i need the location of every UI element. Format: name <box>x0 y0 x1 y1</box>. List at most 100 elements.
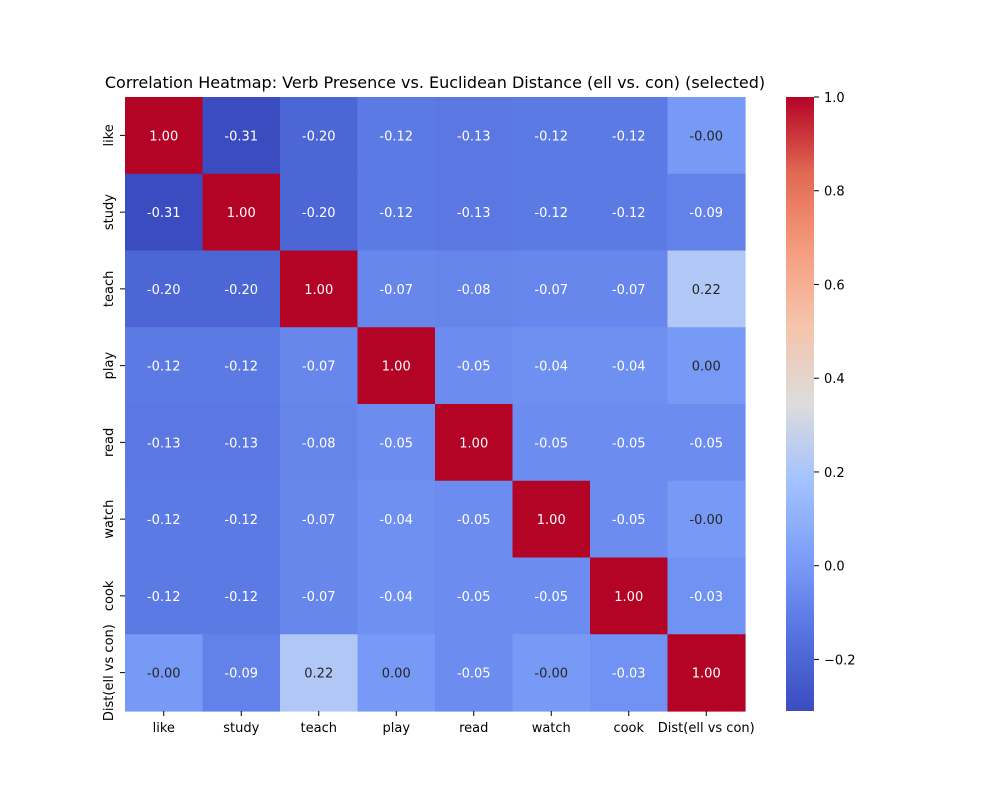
cell-value-label: -0.00 <box>147 667 181 682</box>
heatmap-cell <box>512 634 591 712</box>
heatmap-cell <box>590 97 669 175</box>
colorbar-tick-label: 0.0 <box>824 560 845 575</box>
heatmap-cell <box>590 173 669 252</box>
cell-value-label: -0.05 <box>612 513 646 528</box>
cell-value-label: -0.20 <box>302 206 336 221</box>
cell-value-label: -0.04 <box>534 360 568 375</box>
heatmap-cell <box>125 250 204 328</box>
cell-value-label: -0.12 <box>612 206 646 221</box>
x-tick-label: play <box>382 721 410 736</box>
colorbar: −0.2 0.0 0.2 0.4 0.6 0.8 1.0 <box>786 91 856 711</box>
cell-value-label: -0.00 <box>689 513 723 528</box>
heatmap-cell <box>512 250 591 328</box>
heatmap-cell <box>512 173 591 252</box>
heatmap-cell <box>667 250 746 328</box>
heatmap-cell <box>280 97 359 175</box>
heatmap-cell <box>435 173 514 252</box>
heatmap-cell <box>202 327 281 405</box>
heatmap-cell <box>590 557 669 635</box>
cell-value-label: -0.12 <box>379 206 413 221</box>
heatmap-cell <box>590 634 669 712</box>
x-axis: like study teach play read watch cook Dist(ell … <box>153 711 755 736</box>
cell-value-label: -0.12 <box>379 129 413 144</box>
heatmap-cell <box>667 97 746 175</box>
heatmap-cell <box>280 250 359 328</box>
heatmap-cell <box>125 173 204 252</box>
cell-value-label: 0.00 <box>692 360 721 375</box>
heatmap-cell <box>280 173 359 252</box>
cell-value-label: -0.04 <box>379 513 413 528</box>
heatmap-cell <box>512 97 591 175</box>
heatmap-cell <box>125 327 204 405</box>
y-axis: like study teach play read watch cook Dist(ell … <box>102 124 125 721</box>
cell-value-label: -0.20 <box>147 283 181 298</box>
cell-value-label: 0.22 <box>692 283 721 298</box>
y-tick-label: read <box>102 428 117 457</box>
heatmap-cell <box>667 634 746 712</box>
y-tick-label: study <box>102 194 117 230</box>
cell-value-label: -0.00 <box>689 129 723 144</box>
cell-value-label: 1.00 <box>304 283 333 298</box>
cell-value-label: 1.00 <box>459 436 488 451</box>
cell-value-label: -0.04 <box>612 360 646 375</box>
y-tick-label: Dist(ell vs con) <box>102 624 117 721</box>
cell-value-label: -0.20 <box>302 129 336 144</box>
heatmap-cell <box>512 327 591 405</box>
heatmap-cell <box>357 480 436 559</box>
cell-value-label: 1.00 <box>692 667 721 682</box>
heatmap-cell <box>357 327 436 405</box>
heatmap-cell <box>202 250 281 328</box>
heatmap-cell <box>125 634 204 712</box>
cell-value-label: 0.22 <box>304 667 333 682</box>
cell-value-label: -0.05 <box>689 436 723 451</box>
x-tick-label: teach <box>301 721 337 736</box>
cell-value-label: 1.00 <box>537 513 566 528</box>
cell-value-label: -0.20 <box>224 283 258 298</box>
heatmap-cell <box>667 557 746 635</box>
cell-value-label: -0.08 <box>302 436 336 451</box>
x-tick-label: cook <box>613 721 644 736</box>
heatmap-cell-labels: 1.00 -0.31 -0.20 -0.12 -0.13 -0.12 -0.12 -0.00 -… <box>147 129 723 681</box>
cell-value-label: -0.12 <box>224 360 258 375</box>
cell-value-label: -0.09 <box>689 206 723 221</box>
x-tick-label: watch <box>532 721 571 736</box>
heatmap-cell <box>125 97 204 175</box>
cell-value-label: 1.00 <box>614 590 643 605</box>
colorbar-tick-label: 0.2 <box>824 466 845 481</box>
heatmap-cell <box>280 327 359 405</box>
cell-value-label: -0.07 <box>612 283 646 298</box>
heatmap-cell <box>512 404 591 482</box>
heatmap-cell <box>280 557 359 635</box>
heatmap-cell <box>357 404 436 482</box>
heatmap-cell <box>435 250 514 328</box>
heatmap-cell <box>125 404 204 482</box>
cell-value-label: -0.12 <box>224 590 258 605</box>
y-tick-label: teach <box>102 271 117 307</box>
heatmap-cell <box>667 173 746 252</box>
heatmap-cell <box>280 480 359 559</box>
cell-value-label: 0.00 <box>382 667 411 682</box>
heatmap-cell <box>435 634 514 712</box>
cell-value-label: -0.08 <box>457 283 491 298</box>
heatmap-cell <box>667 327 746 405</box>
heatmap-cell <box>357 557 436 635</box>
colorbar-tick-label: −0.2 <box>824 653 856 668</box>
cell-value-label: -0.03 <box>612 667 646 682</box>
cell-value-label: -0.13 <box>224 436 258 451</box>
heatmap-cell <box>512 557 591 635</box>
heatmap-cell <box>202 480 281 559</box>
cell-value-label: -0.05 <box>457 513 491 528</box>
cell-value-label: -0.05 <box>457 590 491 605</box>
heatmap-cell <box>202 557 281 635</box>
colorbar-tick-label: 1.0 <box>824 91 845 106</box>
heatmap-cell <box>202 173 281 252</box>
x-tick-label: Dist(ell vs con) <box>658 721 755 736</box>
cell-value-label: -0.00 <box>534 667 568 682</box>
cell-value-label: -0.13 <box>457 129 491 144</box>
cell-value-label: -0.12 <box>147 590 181 605</box>
cell-value-label: -0.12 <box>147 360 181 375</box>
colorbar-tick-label: 0.6 <box>824 278 845 293</box>
cell-value-label: -0.07 <box>302 513 336 528</box>
cell-value-label: -0.12 <box>534 129 568 144</box>
